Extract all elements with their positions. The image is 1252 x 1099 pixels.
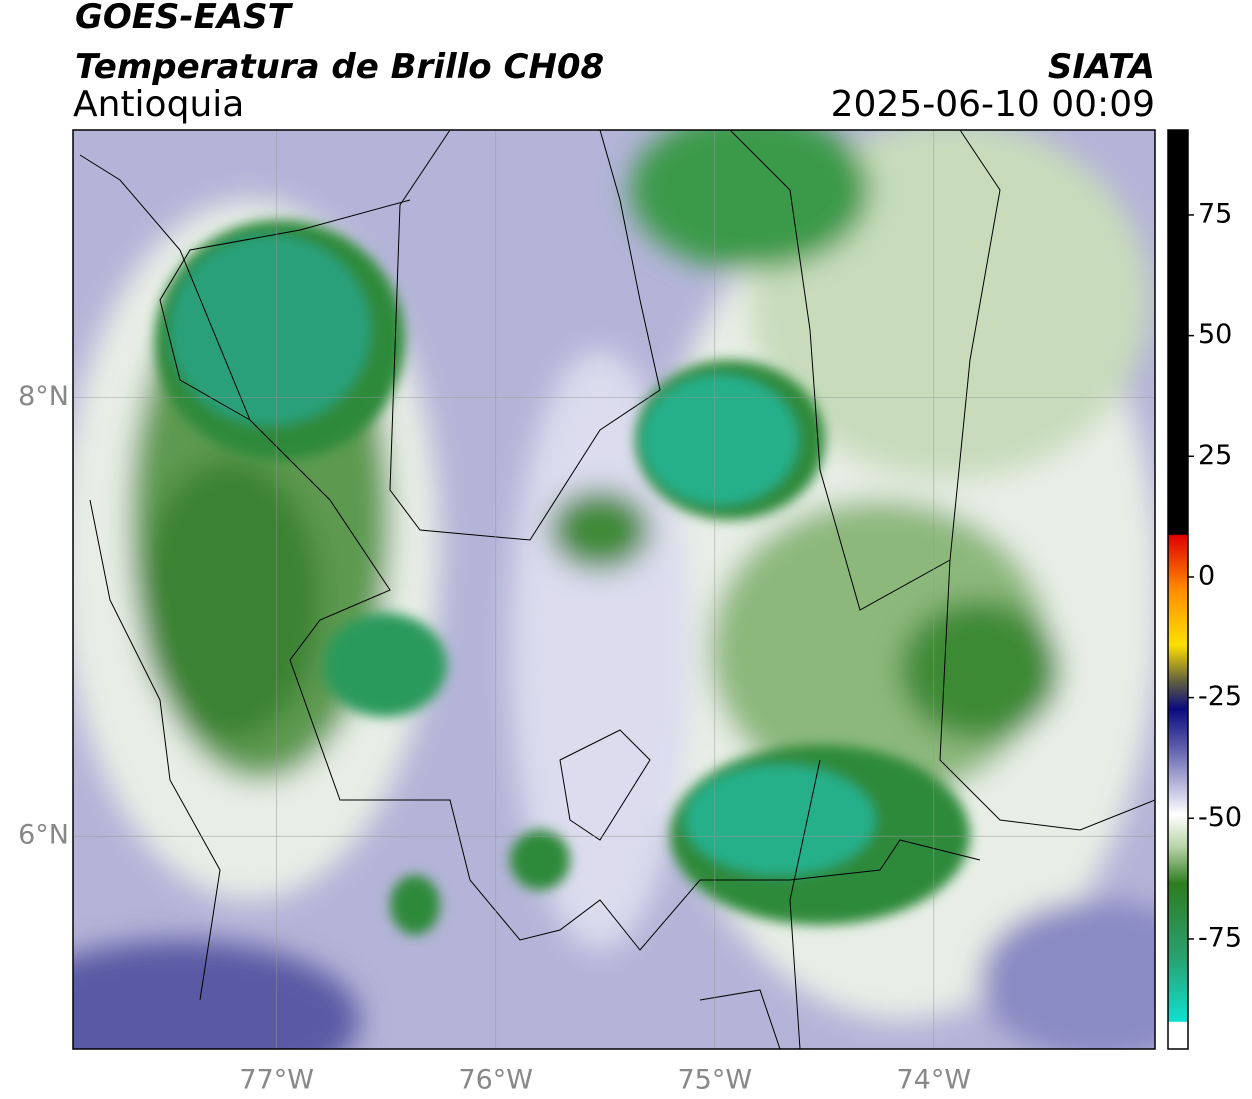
colorbar-tick-label: -50: [1198, 802, 1242, 833]
satellite-image: [73, 130, 1155, 1049]
lon-tick-label: 75°W: [677, 1065, 752, 1096]
colorbar-tick-label: 25: [1198, 440, 1232, 471]
datetime: 2025-06-10 00:09: [831, 84, 1155, 125]
graticule: [73, 130, 1155, 1049]
source: SIATA: [1048, 47, 1155, 87]
region: Antioquia: [73, 84, 244, 125]
subtitle: Temperatura de Brillo CH08: [75, 47, 604, 87]
colorbar-tick-label: -25: [1198, 681, 1242, 712]
lon-tick-label: 76°W: [458, 1065, 533, 1096]
title: GOES-EAST: [75, 0, 294, 37]
map-frame: [72, 129, 1156, 1050]
lon-tick-label: 74°W: [897, 1065, 972, 1096]
colorbar: [1167, 129, 1189, 1050]
lat-tick-label: 8°N: [18, 381, 69, 412]
lat-tick-label: 6°N: [18, 820, 69, 851]
colorbar-tick-label: 50: [1198, 319, 1232, 350]
colorbar-tick-label: -75: [1198, 922, 1242, 953]
colorbar-tick-label: 75: [1198, 198, 1232, 229]
colorbar-tick-label: 0: [1198, 560, 1215, 591]
lon-tick-label: 77°W: [239, 1065, 314, 1096]
